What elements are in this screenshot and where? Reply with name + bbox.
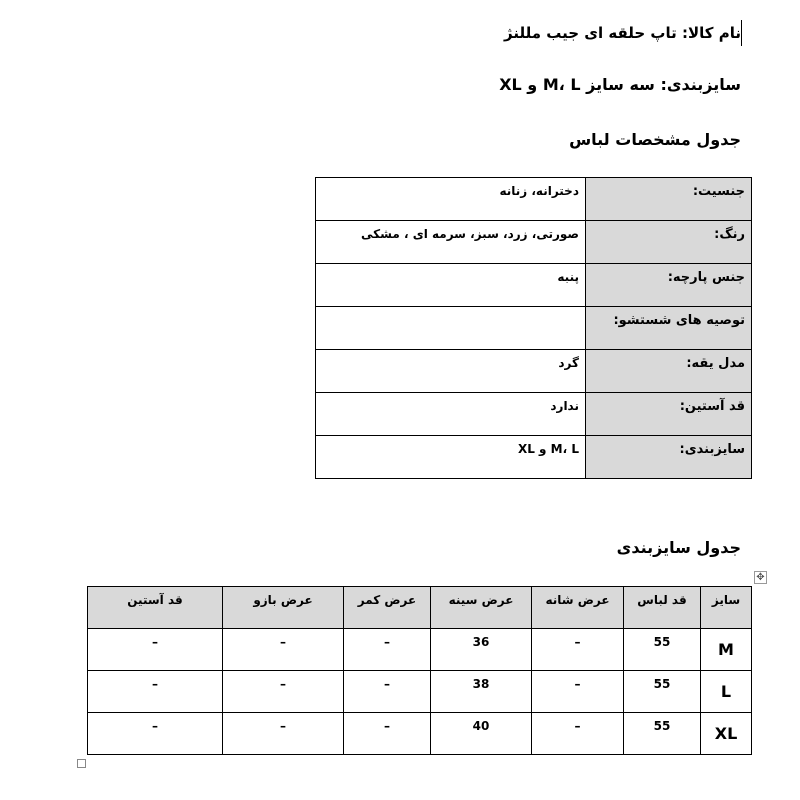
size-header-cell[interactable]: قد آستین (87, 586, 223, 629)
size-value-cell[interactable]: – (343, 712, 431, 755)
spec-row: قد آستین: ندارد (315, 392, 752, 436)
size-value-cell[interactable]: 36 (430, 628, 532, 671)
size-value-cell[interactable]: – (87, 712, 223, 755)
spec-value[interactable]: ندارد (315, 392, 586, 436)
size-value-cell[interactable]: – (222, 628, 344, 671)
spec-value[interactable]: M، L و XL (315, 435, 586, 479)
size-header-cell[interactable]: عرض کمر (343, 586, 431, 629)
size-label-cell[interactable]: M (700, 628, 752, 671)
size-row: M 55–36– – – (87, 628, 752, 671)
size-value-cell[interactable]: – (531, 670, 624, 713)
move-arrows-icon[interactable]: ✥ (754, 571, 767, 584)
spec-value[interactable]: صورتی، زرد، سبز، سرمه ای ، مشکی (315, 220, 586, 264)
size-value-cell[interactable]: – (343, 670, 431, 713)
size-value-cell[interactable]: 40 (430, 712, 532, 755)
resize-square-icon[interactable] (77, 759, 86, 768)
spec-value[interactable]: پنبه (315, 263, 586, 307)
size-row: L 55–38– – – (87, 670, 752, 713)
spec-label[interactable]: سایزبندی: (585, 435, 752, 479)
size-header-cell[interactable]: عرض سینه (430, 586, 532, 629)
size-value-cell[interactable]: – (343, 628, 431, 671)
spec-label[interactable]: مدل یقه: (585, 349, 752, 393)
sizing-line[interactable]: سایزبندی: سه سایز M، L و XL (499, 75, 741, 94)
spec-value[interactable]: گرد (315, 349, 586, 393)
size-table: سایز قد لباس عرض شانه عرض سینه عرض کمر عرض با… (87, 586, 752, 755)
product-name-line[interactable]: نام کالا: تاپ حلقه ای جیب مللنژ (504, 24, 741, 42)
spec-row: مدل یقه: گرد (315, 349, 752, 393)
size-value-cell[interactable]: – (531, 628, 624, 671)
size-value-cell[interactable]: 55 (623, 670, 701, 713)
size-header-cell[interactable]: عرض بازو (222, 586, 344, 629)
size-row: XL 55–40– – – (87, 712, 752, 755)
spec-label[interactable]: توصیه های شستشو: (585, 306, 752, 350)
size-table-title[interactable]: جدول سایزبندی (616, 538, 741, 557)
size-value-cell[interactable]: – (87, 670, 223, 713)
spec-label[interactable]: رنگ: (585, 220, 752, 264)
size-value-cell[interactable]: – (87, 628, 223, 671)
spec-row: جنس پارچه: پنبه (315, 263, 752, 307)
size-label-cell[interactable]: L (700, 670, 752, 713)
spec-value[interactable] (315, 306, 586, 350)
size-value-cell[interactable]: 38 (430, 670, 532, 713)
spec-label[interactable]: قد آستین: (585, 392, 752, 436)
spec-row: رنگ: صورتی، زرد، سبز، سرمه ای ، مشکی (315, 220, 752, 264)
size-label-cell[interactable]: XL (700, 712, 752, 755)
spec-row: توصیه های شستشو: (315, 306, 752, 350)
spec-row: جنسیت: دخترانه، زنانه (315, 177, 752, 221)
spec-value[interactable]: دخترانه، زنانه (315, 177, 586, 221)
size-value-cell[interactable]: – (222, 712, 344, 755)
size-header-cell[interactable]: قد لباس (623, 586, 701, 629)
spec-table: جنسیت: دخترانه، زنانه رنگ: صورتی، زرد، سبز،… (315, 177, 752, 479)
size-value-cell[interactable]: 55 (623, 712, 701, 755)
spec-label[interactable]: جنس پارچه: (585, 263, 752, 307)
size-header-cell[interactable]: عرض شانه (531, 586, 624, 629)
size-value-cell[interactable]: 55 (623, 628, 701, 671)
size-header-row: سایز قد لباس عرض شانه عرض سینه عرض کمر عرض با… (87, 586, 752, 629)
spec-label[interactable]: جنسیت: (585, 177, 752, 221)
size-value-cell[interactable]: – (531, 712, 624, 755)
size-header-cell[interactable]: سایز (700, 586, 752, 629)
size-value-cell[interactable]: – (222, 670, 344, 713)
spec-table-title[interactable]: جدول مشخصات لباس (569, 130, 741, 149)
spec-row: سایزبندی: M، L و XL (315, 435, 752, 479)
text-cursor (741, 20, 742, 46)
